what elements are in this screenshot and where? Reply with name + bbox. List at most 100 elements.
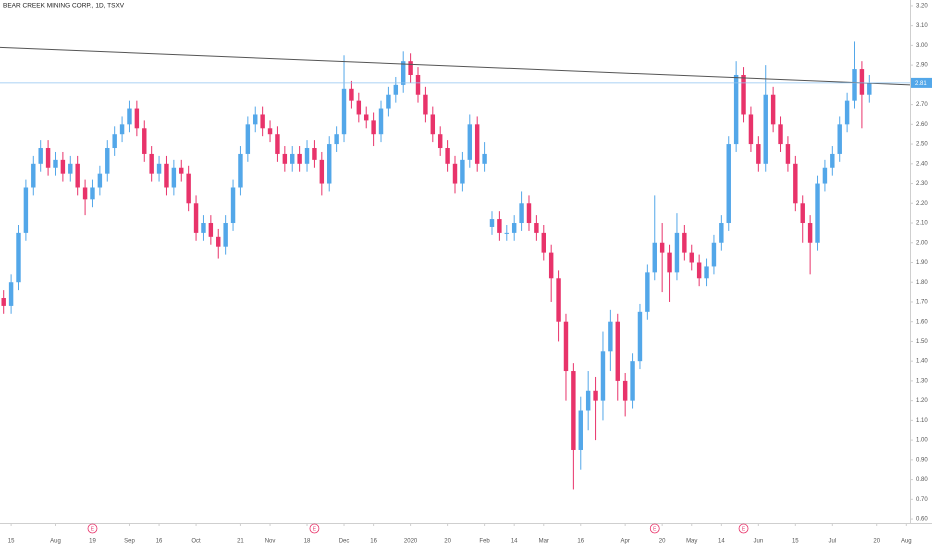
x-tick-label: Apr (620, 539, 629, 545)
candle-body (548, 252, 554, 279)
x-tick-label: 14 (718, 539, 725, 545)
x-tick-label: Sep (124, 539, 135, 545)
candle-body (615, 321, 620, 381)
candle-body (327, 144, 332, 184)
candle-body (149, 153, 154, 174)
x-tick-label: Nov (265, 539, 276, 545)
candle-body (31, 163, 36, 188)
candle-body (748, 114, 754, 145)
candle-body (526, 203, 532, 224)
earnings-label: E (742, 526, 746, 532)
x-tick-label: Oct (191, 539, 201, 545)
candles (1, 41, 872, 490)
y-tick-label: 3.20 (916, 3, 928, 9)
candle-body (504, 232, 510, 234)
y-tick-label: 1.90 (916, 260, 928, 266)
candle-body (38, 148, 43, 164)
y-tick-label: 0.70 (916, 497, 928, 503)
candle-body (571, 371, 576, 450)
candle-body (164, 163, 169, 188)
candle-body (208, 223, 214, 237)
candle-body (179, 167, 184, 174)
x-tick-label: Dec (339, 539, 350, 545)
candle-body (119, 124, 125, 135)
candle-body (467, 124, 473, 160)
candle-body (193, 203, 199, 233)
candle-body (452, 163, 458, 184)
y-tick-label: 1.20 (916, 398, 928, 404)
candle-body (282, 153, 288, 164)
candle-body (652, 242, 657, 273)
candle-body (541, 232, 546, 253)
candle-body (156, 163, 162, 174)
x-tick-label: 21 (237, 539, 244, 545)
candle-body (386, 94, 391, 109)
candle-body (726, 144, 731, 224)
candle-body (142, 128, 147, 154)
candle-body (341, 88, 347, 135)
y-tick-label: 2.30 (916, 181, 928, 187)
candle-body (682, 232, 687, 253)
candle-body (659, 242, 665, 253)
y-tick-label: 1.50 (916, 339, 928, 345)
x-tick-label: 2020 (404, 539, 418, 545)
candle-body (593, 390, 598, 401)
y-tick-label: 1.40 (916, 359, 928, 365)
candle-body (667, 252, 672, 273)
candle-body (556, 278, 561, 322)
x-tick-label: Feb (479, 539, 490, 545)
candle-body (238, 153, 243, 188)
candle-body (349, 88, 354, 101)
price-tag (911, 77, 932, 88)
candle-body (45, 148, 51, 168)
candle-body (852, 69, 857, 101)
candle-body (563, 321, 569, 372)
candle-body (378, 108, 384, 135)
x-tick-label: 18 (304, 539, 311, 545)
candle-body (171, 167, 177, 188)
x-tick-label: 15 (792, 539, 799, 545)
y-tick-label: 1.70 (916, 300, 928, 306)
candle-body (75, 163, 80, 188)
candle-body (800, 203, 805, 224)
candle-body (867, 82, 872, 95)
earnings-label: E (653, 526, 657, 532)
candle-body (497, 219, 502, 233)
candle-body (733, 74, 739, 145)
candle-body (290, 153, 295, 164)
y-tick-label: 2.70 (916, 102, 928, 108)
x-tick-label: Jun (753, 539, 763, 545)
x-tick-label: 20 (873, 539, 880, 545)
candle-body (645, 272, 650, 312)
candle-body (97, 173, 103, 188)
earnings-marker (309, 523, 320, 534)
candle-body (859, 69, 865, 95)
candle-body (127, 108, 132, 125)
candle-body (585, 390, 591, 411)
candle-body (364, 114, 369, 121)
y-tick-label: 2.50 (916, 142, 928, 148)
y-tick-label: 2.40 (916, 161, 928, 167)
earnings-marker (649, 523, 660, 534)
candle-body (793, 163, 798, 204)
candle-body (519, 203, 524, 224)
candle-body (90, 187, 95, 200)
candle-body (807, 223, 813, 243)
y-tick-label: 0.90 (916, 457, 928, 463)
candle-body (408, 61, 413, 75)
candle-body (112, 134, 117, 149)
y-tick-label: 1.10 (916, 418, 928, 424)
x-tick-label: 20 (444, 539, 451, 545)
trendline (0, 46, 911, 86)
candle-body (437, 134, 443, 149)
candle-body (711, 242, 717, 267)
candle-body (741, 74, 746, 115)
candle-body (815, 183, 820, 243)
candle-body (534, 223, 539, 233)
candle-body (297, 153, 302, 164)
x-tick-label: Mar (539, 539, 549, 545)
candle-body (371, 120, 376, 135)
candle-body (82, 187, 88, 200)
candle-body (230, 187, 236, 224)
candle-body (763, 94, 768, 164)
